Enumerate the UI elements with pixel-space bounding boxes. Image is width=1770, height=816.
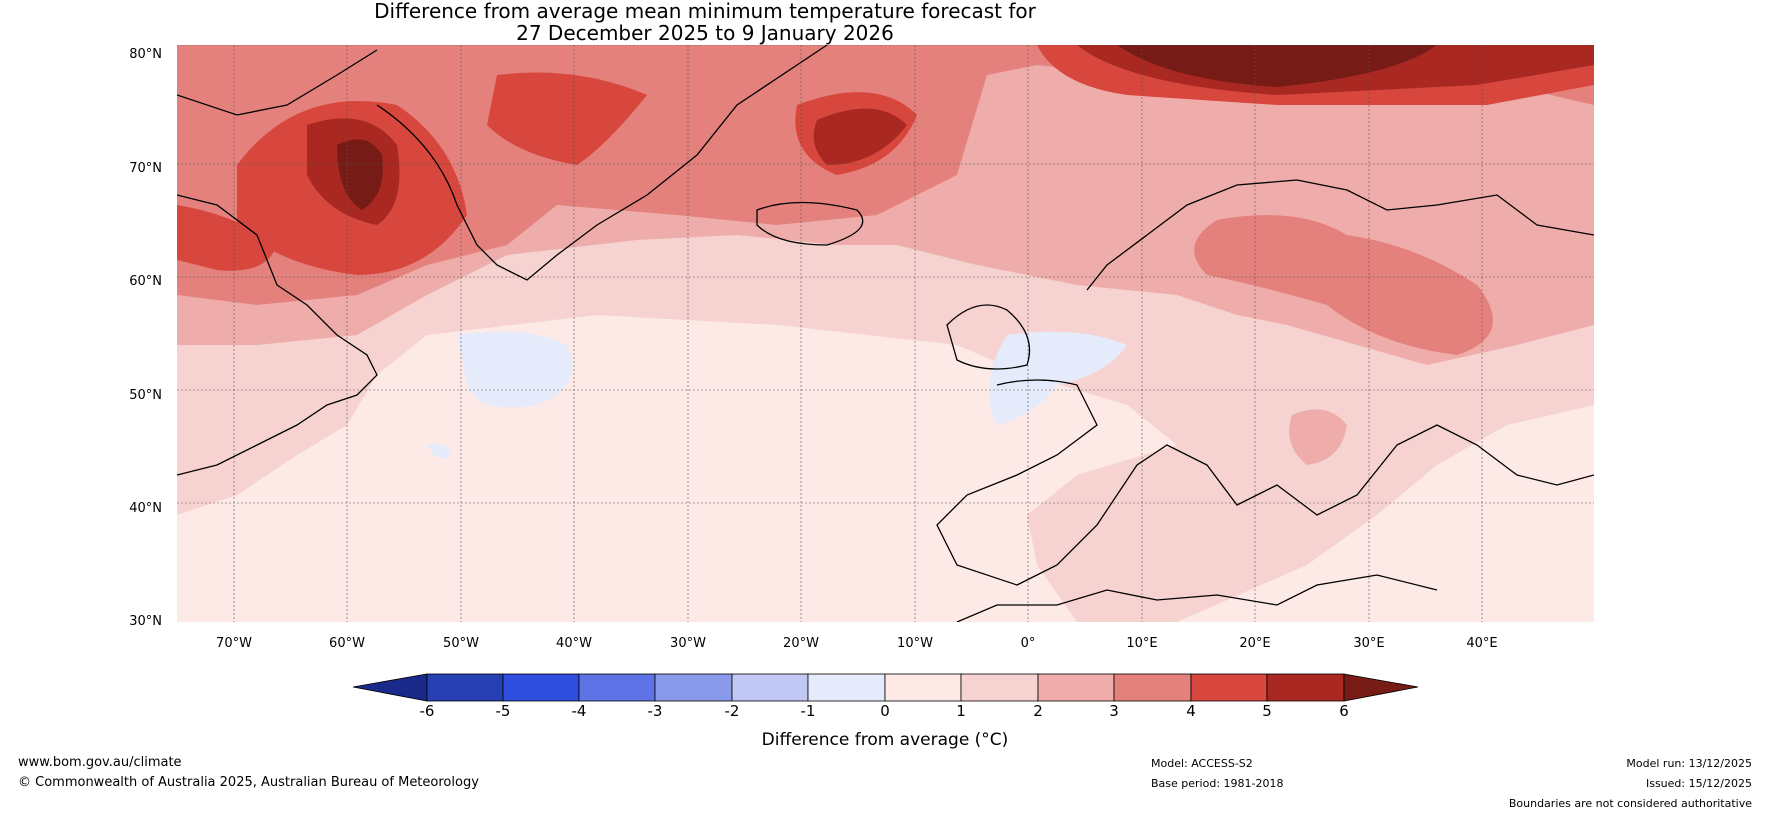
anomaly-minus-1-0-france — [989, 331, 1127, 425]
colorbar-tick: 5 — [1262, 702, 1272, 720]
map-title-line-2: 27 December 2025 to 9 January 2026 — [516, 21, 894, 45]
colorbar-tick: -5 — [495, 702, 511, 720]
anomaly-minus-1-0-small — [427, 443, 452, 459]
lat-label-50n: 50°N — [129, 388, 162, 403]
colorbar-tick: 1 — [956, 702, 966, 720]
africa-coast — [956, 574, 1438, 622]
anomaly-minus-1-0-atlantic — [457, 331, 573, 408]
coastlines — [177, 45, 1594, 622]
map-svg — [177, 45, 1594, 622]
anomaly-5-6-svalbard-area — [813, 108, 907, 165]
greenland-coast — [177, 45, 828, 281]
bom-url: www.bom.gov.au/climate — [18, 755, 182, 770]
lat-label-60n: 60°N — [129, 274, 162, 289]
europe-coast — [936, 379, 1594, 586]
norway-coast — [1086, 179, 1594, 291]
lon-label-30w: 30°W — [670, 636, 706, 651]
lon-label-10e: 10°E — [1126, 636, 1158, 651]
colorbar-title: Difference from average (°C) — [761, 730, 1009, 750]
anomaly-over-6-greenland — [337, 139, 383, 210]
colorbar-segment — [884, 673, 962, 702]
anomaly-over-6-arctic — [1117, 45, 1437, 87]
lon-label-70w: 70°W — [216, 636, 252, 651]
lon-label-40w: 40°W — [556, 636, 592, 651]
lon-label-20w: 20°W — [783, 636, 819, 651]
colorbar-under-triangle — [352, 673, 428, 702]
anomaly-3-4-hungary — [1289, 409, 1347, 465]
colorbar-segment — [1037, 673, 1115, 702]
colorbar-tick: -4 — [571, 702, 587, 720]
colorbar-segment — [502, 673, 580, 702]
colorbar-tick: 3 — [1109, 702, 1119, 720]
colorbar-segment — [1113, 673, 1192, 702]
colorbar-tick: 6 — [1339, 702, 1349, 720]
lat-label-80n: 80°N — [129, 47, 162, 62]
colorbar-over-triangle — [1343, 673, 1419, 702]
anomaly-4-5-north-atlantic — [487, 72, 647, 165]
lat-label-30n: 30°N — [129, 614, 162, 629]
lon-label-10w: 10°W — [897, 636, 933, 651]
iceland-coast — [756, 201, 864, 246]
model-name: Model: ACCESS-S2 — [1151, 757, 1253, 770]
colorbar-segment — [1190, 673, 1268, 702]
lon-label-30e: 30°E — [1353, 636, 1385, 651]
colorbar-tick: -1 — [800, 702, 816, 720]
issued-date: Issued: 15/12/2025 — [1645, 777, 1752, 790]
colorbar-segment — [807, 673, 886, 702]
colorbar-tick: -2 — [724, 702, 740, 720]
lon-label-60w: 60°W — [329, 636, 365, 651]
colorbar-segment — [1266, 673, 1345, 702]
colorbar-segment — [654, 673, 733, 702]
lon-label-40e: 40°E — [1466, 636, 1498, 651]
anomaly-3-4-scandinavia — [1194, 215, 1493, 355]
map-graticule — [177, 45, 1594, 622]
lon-label-20e: 20°E — [1239, 636, 1271, 651]
colorbar-tick: -6 — [419, 702, 435, 720]
colorbar-segment — [731, 673, 809, 702]
colorbar-tick: 2 — [1033, 702, 1043, 720]
base-period: Base period: 1981-2018 — [1151, 777, 1284, 790]
colorbar — [352, 673, 1419, 702]
copyright-notice: © Commonwealth of Australia 2025, Austra… — [18, 775, 479, 790]
british-isles-coast — [946, 304, 1031, 370]
lat-label-40n: 40°N — [129, 501, 162, 516]
colorbar-segment — [960, 673, 1039, 702]
colorbar-tick: 4 — [1186, 702, 1196, 720]
temperature-anomaly-map — [177, 45, 1594, 622]
map-title-line-1: Difference from average mean minimum tem… — [374, 0, 1036, 23]
lat-label-70n: 70°N — [129, 161, 162, 176]
colorbar-tick: 0 — [880, 702, 890, 720]
lon-label-50w: 50°W — [443, 636, 479, 651]
lon-label-0: 0° — [1020, 636, 1036, 651]
colorbar-segment — [426, 673, 504, 702]
boundaries-disclaimer: Boundaries are not considered authoritat… — [1508, 797, 1752, 810]
anomaly-4-5-labrador — [177, 205, 277, 271]
model-run-date: Model run: 13/12/2025 — [1626, 757, 1752, 770]
colorbar-segment — [578, 673, 656, 702]
labrador-coast — [177, 194, 378, 476]
colorbar-tick: -3 — [647, 702, 663, 720]
